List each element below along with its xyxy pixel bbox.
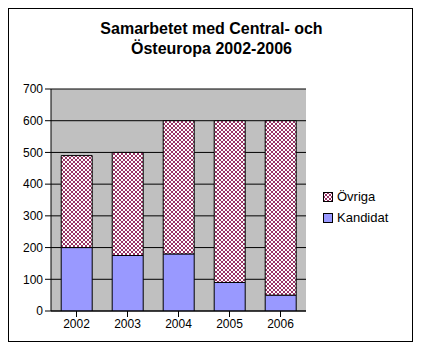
svg-text:600: 600 <box>23 114 43 128</box>
svg-text:400: 400 <box>23 177 43 191</box>
html-text:Kandidat: Kandidat <box>337 210 389 225</box>
svg-text:2004: 2004 <box>165 317 192 331</box>
svg-text:500: 500 <box>23 146 43 160</box>
html-text:Samarbetet med Central- och Ös: Samarbetet med Central- och Östeuropa 20… <box>100 20 323 57</box>
svg-text:2002: 2002 <box>63 317 90 331</box>
svg-text:2005: 2005 <box>216 317 243 331</box>
svg-text:300: 300 <box>23 209 43 223</box>
svg-text:2003: 2003 <box>114 317 141 331</box>
html-text:Övriga: Övriga <box>337 189 376 204</box>
svg-text:2006: 2006 <box>267 317 294 331</box>
svg-text:100: 100 <box>23 273 43 287</box>
svg-text:700: 700 <box>23 82 43 96</box>
svg-text:200: 200 <box>23 241 43 255</box>
svg-text:0: 0 <box>36 304 43 318</box>
